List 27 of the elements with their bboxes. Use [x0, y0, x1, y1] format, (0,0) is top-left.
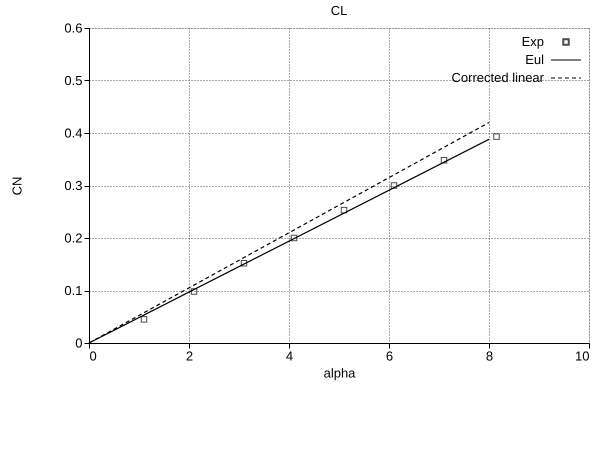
x-tick-label: 0 — [90, 348, 97, 364]
x-tick-label: 10 — [575, 348, 590, 364]
y-tick-label: 0.3 — [64, 178, 82, 193]
y-tick-label: 0.2 — [64, 230, 82, 246]
point — [240, 260, 248, 266]
point — [493, 133, 500, 140]
x-tick-label: 2 — [186, 348, 194, 364]
y-tick-label: 0.6 — [64, 20, 82, 36]
point — [140, 316, 148, 323]
chart-title: CL — [330, 3, 348, 18]
point — [290, 234, 298, 242]
legend-label: Corrected linear — [452, 70, 545, 85]
x-axis-title: alpha — [324, 366, 356, 380]
x-tick-label: 8 — [486, 348, 494, 364]
legend-label: Exp — [522, 34, 544, 49]
y-axis-title: CN — [9, 176, 24, 196]
y-tick-label: 0.4 — [64, 126, 82, 140]
x-tick-label: 6 — [386, 348, 394, 364]
y-tick-label: 0 — [75, 336, 82, 350]
point — [440, 157, 448, 164]
y-tick-label: 0.1 — [64, 283, 82, 298]
y-tick-label: 0.5 — [64, 73, 82, 88]
legend-label: Eul — [525, 52, 544, 67]
point — [340, 206, 348, 214]
point — [190, 288, 198, 295]
point — [390, 182, 398, 189]
x-tick-label: 4 — [286, 348, 294, 364]
